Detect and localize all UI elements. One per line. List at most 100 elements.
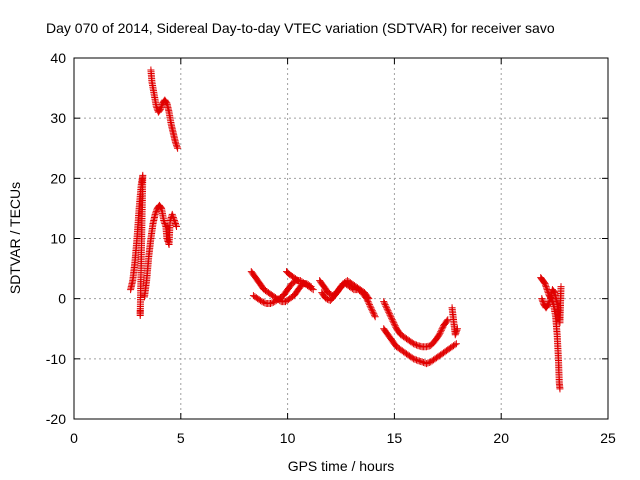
data-point: [546, 296, 554, 304]
x-tick-label: 10: [280, 430, 296, 446]
data-point: [369, 308, 377, 316]
data-point: [383, 305, 391, 313]
x-tick-label: 5: [177, 430, 185, 446]
data-point: [384, 307, 392, 315]
data-point: [158, 102, 166, 110]
data-point: [390, 320, 398, 328]
data-point: [171, 219, 179, 227]
data-point: [170, 216, 178, 224]
data-point: [451, 341, 459, 349]
data-point: [408, 339, 416, 347]
data-point: [388, 314, 396, 322]
data-points: [127, 66, 565, 393]
data-point: [172, 140, 180, 148]
data-point: [365, 295, 373, 303]
data-point: [411, 355, 419, 363]
x-axis-label: GPS time / hours: [288, 458, 395, 474]
data-point: [371, 313, 379, 321]
data-point: [169, 213, 177, 221]
data-point: [545, 299, 553, 307]
data-point: [368, 307, 376, 315]
data-point: [389, 317, 397, 325]
data-point: [422, 360, 430, 368]
data-point: [539, 298, 547, 306]
data-point: [168, 210, 176, 218]
data-point: [261, 299, 269, 307]
data-point: [380, 299, 388, 307]
x-tick-label: 20: [493, 430, 509, 446]
data-point: [385, 310, 393, 318]
x-tick-label: 0: [70, 430, 78, 446]
data-point: [258, 298, 266, 306]
data-point: [172, 221, 180, 229]
data-point: [437, 326, 445, 334]
data-point: [368, 305, 376, 313]
data-point: [453, 325, 461, 333]
y-tick-label: -20: [46, 411, 66, 427]
data-point: [366, 302, 374, 310]
data-point: [370, 310, 378, 318]
data-point: [453, 326, 461, 334]
data-point: [169, 212, 177, 220]
data-point: [412, 341, 420, 349]
data-point: [542, 283, 550, 291]
data-point: [388, 316, 396, 324]
data-point: [308, 285, 316, 293]
data-point: [544, 301, 552, 309]
data-point: [451, 331, 459, 339]
data-point: [152, 209, 160, 217]
data-point: [136, 307, 144, 315]
data-point: [438, 325, 446, 333]
data-point: [157, 104, 165, 112]
data-point: [293, 276, 301, 284]
data-point: [269, 298, 277, 306]
data-point: [257, 297, 265, 305]
data-point: [171, 218, 179, 226]
x-tick-label: 15: [387, 430, 403, 446]
y-tick-label: 40: [50, 50, 66, 66]
chart-title: Day 070 of 2014, Sidereal Day-to-day VTE…: [46, 20, 555, 36]
data-point: [322, 295, 330, 303]
data-point: [365, 301, 373, 309]
y-axis-label: SDTVAR / TECUs: [7, 182, 23, 294]
data-point: [152, 207, 160, 215]
data-point: [382, 302, 390, 310]
y-tick-label: 20: [50, 170, 66, 186]
data-point: [173, 222, 181, 230]
data-point: [370, 311, 378, 319]
data-point: [437, 328, 445, 336]
data-point: [443, 317, 451, 325]
data-point: [173, 143, 181, 151]
data-point: [452, 328, 460, 336]
data-point: [387, 313, 395, 321]
data-point: [151, 210, 159, 218]
data-point: [380, 298, 388, 306]
data-point: [435, 331, 443, 339]
data-point: [452, 340, 460, 348]
data-point: [364, 293, 372, 301]
data-point: [294, 277, 302, 285]
data-point: [410, 340, 418, 348]
data-point: [170, 215, 178, 223]
data-point: [171, 138, 179, 146]
y-tick-label: -10: [46, 351, 66, 367]
axis-ticks: 0 5 10 15 20 25 -20 -10 0 10 20 30 40: [46, 50, 616, 446]
data-point: [381, 301, 389, 309]
data-point: [411, 340, 419, 348]
data-point: [542, 281, 550, 289]
data-point: [425, 358, 433, 366]
y-tick-label: 10: [50, 231, 66, 247]
data-point: [543, 284, 551, 292]
data-point: [386, 311, 394, 319]
data-point: [174, 144, 182, 152]
data-point: [538, 295, 546, 303]
data-point: [410, 355, 418, 363]
data-point: [390, 319, 398, 327]
data-point: [157, 105, 165, 113]
data-point: [367, 304, 375, 312]
data-point: [538, 296, 546, 304]
data-point: [424, 359, 432, 367]
data-point: [556, 385, 564, 393]
y-tick-label: 0: [58, 291, 66, 307]
data-point: [160, 216, 168, 224]
